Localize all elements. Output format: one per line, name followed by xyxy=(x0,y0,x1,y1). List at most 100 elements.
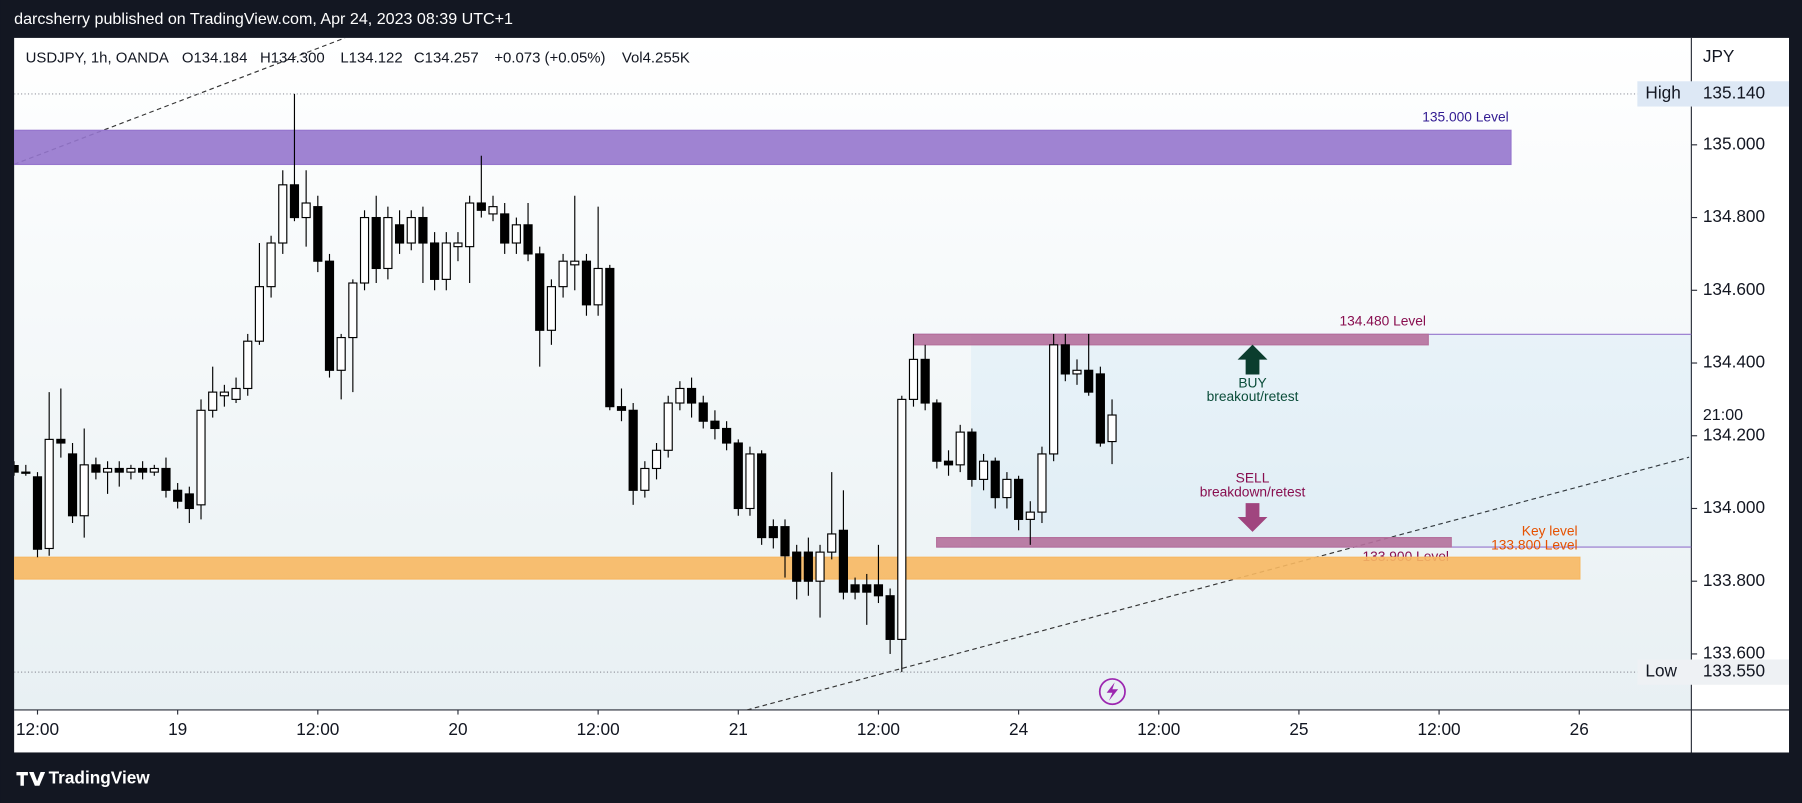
candle-body xyxy=(780,526,790,557)
candle-body xyxy=(803,551,813,582)
x-tick-label: 12:00 xyxy=(857,719,900,739)
candle-body xyxy=(873,584,884,597)
candle-body xyxy=(768,526,778,539)
candle-body xyxy=(792,551,802,582)
candle-body xyxy=(663,402,673,451)
brand: TradingView xyxy=(49,767,151,787)
candle-body xyxy=(570,260,580,266)
y-tick-label: 134.600 xyxy=(1703,279,1765,299)
candle-body xyxy=(313,206,323,262)
candle-body xyxy=(219,391,229,397)
candle-body xyxy=(231,387,241,400)
candle-body xyxy=(967,431,977,480)
candle-body xyxy=(1037,453,1047,513)
buy-arrow xyxy=(1237,344,1268,375)
candle-body xyxy=(406,216,416,244)
axes: 133.600 133.800 134.000 134.200 134.400 134.6… xyxy=(16,133,1765,739)
candle-body xyxy=(184,493,194,510)
zone xyxy=(14,129,1512,166)
candle-body xyxy=(908,358,919,400)
x-tick-label: 20 xyxy=(448,719,467,739)
candle-body xyxy=(698,402,708,422)
candle-body xyxy=(1025,511,1035,520)
candle-body xyxy=(21,471,31,474)
candle-body xyxy=(850,584,860,593)
extreme-label-bg xyxy=(1637,659,1790,685)
candle-body xyxy=(745,453,755,510)
candle-body xyxy=(628,409,638,491)
candle-body xyxy=(418,216,428,244)
candle-body xyxy=(511,224,521,244)
candle-body xyxy=(722,427,732,444)
y-tick-label: 133.600 xyxy=(1703,642,1765,662)
x-tick-label: 24 xyxy=(1009,719,1029,739)
candle-body xyxy=(196,409,206,506)
zone xyxy=(936,537,1452,548)
candle-body xyxy=(324,260,335,371)
zone-label: 135.000 Level xyxy=(1422,109,1508,124)
candle-body xyxy=(990,460,1000,499)
candle-body xyxy=(815,551,825,582)
candle-body xyxy=(79,464,89,517)
extreme-value: 135.140 xyxy=(1703,82,1765,102)
candle-body xyxy=(523,224,533,255)
candle-body xyxy=(289,184,300,219)
candle-body xyxy=(208,391,218,411)
x-tick-label: 21 xyxy=(729,719,748,739)
candle-body xyxy=(686,387,697,404)
currency: JPY xyxy=(1703,46,1735,66)
candle-body xyxy=(640,467,650,491)
legend-item: C134.257 xyxy=(414,50,479,67)
candle-body xyxy=(173,489,183,502)
x-tick-label: 12:00 xyxy=(16,719,59,739)
candle-body xyxy=(102,467,113,473)
candle-body xyxy=(1002,478,1012,499)
legend-item: +0.073 (+0.05%) xyxy=(494,50,605,67)
candle-body xyxy=(161,467,171,491)
zone-label: 134.480 Level xyxy=(1339,313,1426,328)
candle-body xyxy=(243,340,253,390)
candle-body xyxy=(266,242,276,288)
y-tick-label: 134.800 xyxy=(1703,206,1765,226)
candle-body xyxy=(978,460,989,480)
candle-body xyxy=(126,467,136,473)
candle-body xyxy=(593,267,603,306)
buy-subtitle: breakout/retest xyxy=(1207,389,1299,404)
sell-subtitle: breakdown/retest xyxy=(1200,484,1306,499)
sell-arrow xyxy=(1237,503,1268,532)
candle-body xyxy=(278,184,288,244)
legend-item: L134.122 xyxy=(340,50,402,67)
x-tick-label: 12:00 xyxy=(577,719,620,739)
candle-body xyxy=(1049,344,1059,455)
candle-body xyxy=(897,398,907,640)
candle-body xyxy=(651,449,662,470)
candle-body xyxy=(138,467,148,473)
candle-body xyxy=(838,529,849,593)
sell-title: SELL xyxy=(1236,471,1270,486)
candle-body xyxy=(67,453,78,517)
candle-body xyxy=(348,282,358,339)
time-label-bg xyxy=(1693,404,1790,428)
legend-item: Vol4.255K xyxy=(622,50,690,67)
candle-body xyxy=(932,402,942,462)
candle-body xyxy=(1084,369,1094,393)
candle-body xyxy=(488,206,498,215)
candle-body xyxy=(605,267,615,408)
candle-body xyxy=(336,336,346,371)
candle-body xyxy=(114,467,124,473)
event-icon-bolt xyxy=(1106,682,1119,701)
time-axis xyxy=(14,709,1790,753)
candle-body xyxy=(862,584,872,593)
event-icon[interactable] xyxy=(1098,678,1126,706)
attribution: darcsherry published on TradingView.com,… xyxy=(14,10,513,28)
candle-body xyxy=(616,406,627,411)
legend-item: USDJPY, 1h, OANDA xyxy=(26,50,169,67)
candle-body xyxy=(301,202,311,219)
y-tick-label: 134.200 xyxy=(1703,424,1765,444)
y-tick-label: 133.800 xyxy=(1703,570,1765,590)
candle-body xyxy=(943,460,954,466)
extreme-value: 133.550 xyxy=(1703,661,1765,681)
candle-body xyxy=(476,202,486,211)
